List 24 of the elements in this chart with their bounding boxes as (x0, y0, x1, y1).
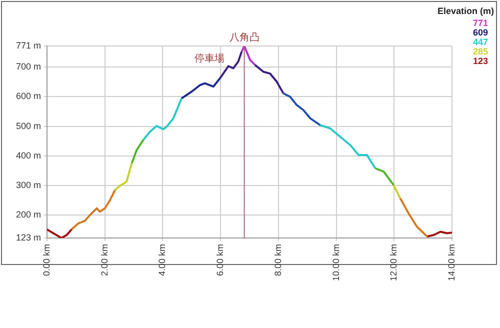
x-tick-label: 8.00 km (272, 244, 283, 276)
x-tick-label: 10.00 km (330, 244, 341, 282)
x-tick-label: 14.00 km (446, 244, 456, 282)
y-tick-label: 771 m (16, 40, 41, 50)
x-tick-label: 12.00 km (388, 244, 399, 282)
y-tick-label: 123 m (16, 232, 41, 242)
text: 123 (472, 56, 488, 66)
text: 771 (472, 18, 488, 28)
x-tick-label: 2.00 km (99, 244, 110, 276)
ref-line-label: 八角凸 (229, 32, 260, 44)
y-tick-label: 300 m (16, 180, 41, 190)
x-tick-label: 4.00 km (157, 244, 168, 276)
x-tick-label: 0.00 km (41, 244, 52, 276)
y-tick-label: 400 m (16, 150, 41, 160)
x-tick-label: 6.00 km (215, 244, 226, 276)
y-tick-label: 200 m (16, 210, 41, 220)
color-bar-title: Elevation (m) (437, 6, 494, 16)
text: 609 (472, 27, 488, 38)
y-tick-label: 500 m (16, 120, 41, 131)
y-tick-label: 700 m (16, 62, 41, 72)
text: 447 (472, 36, 488, 47)
annotation: 停車場 (194, 52, 224, 65)
y-tick-label: 600 m (16, 91, 41, 102)
text: 285 (472, 46, 488, 56)
